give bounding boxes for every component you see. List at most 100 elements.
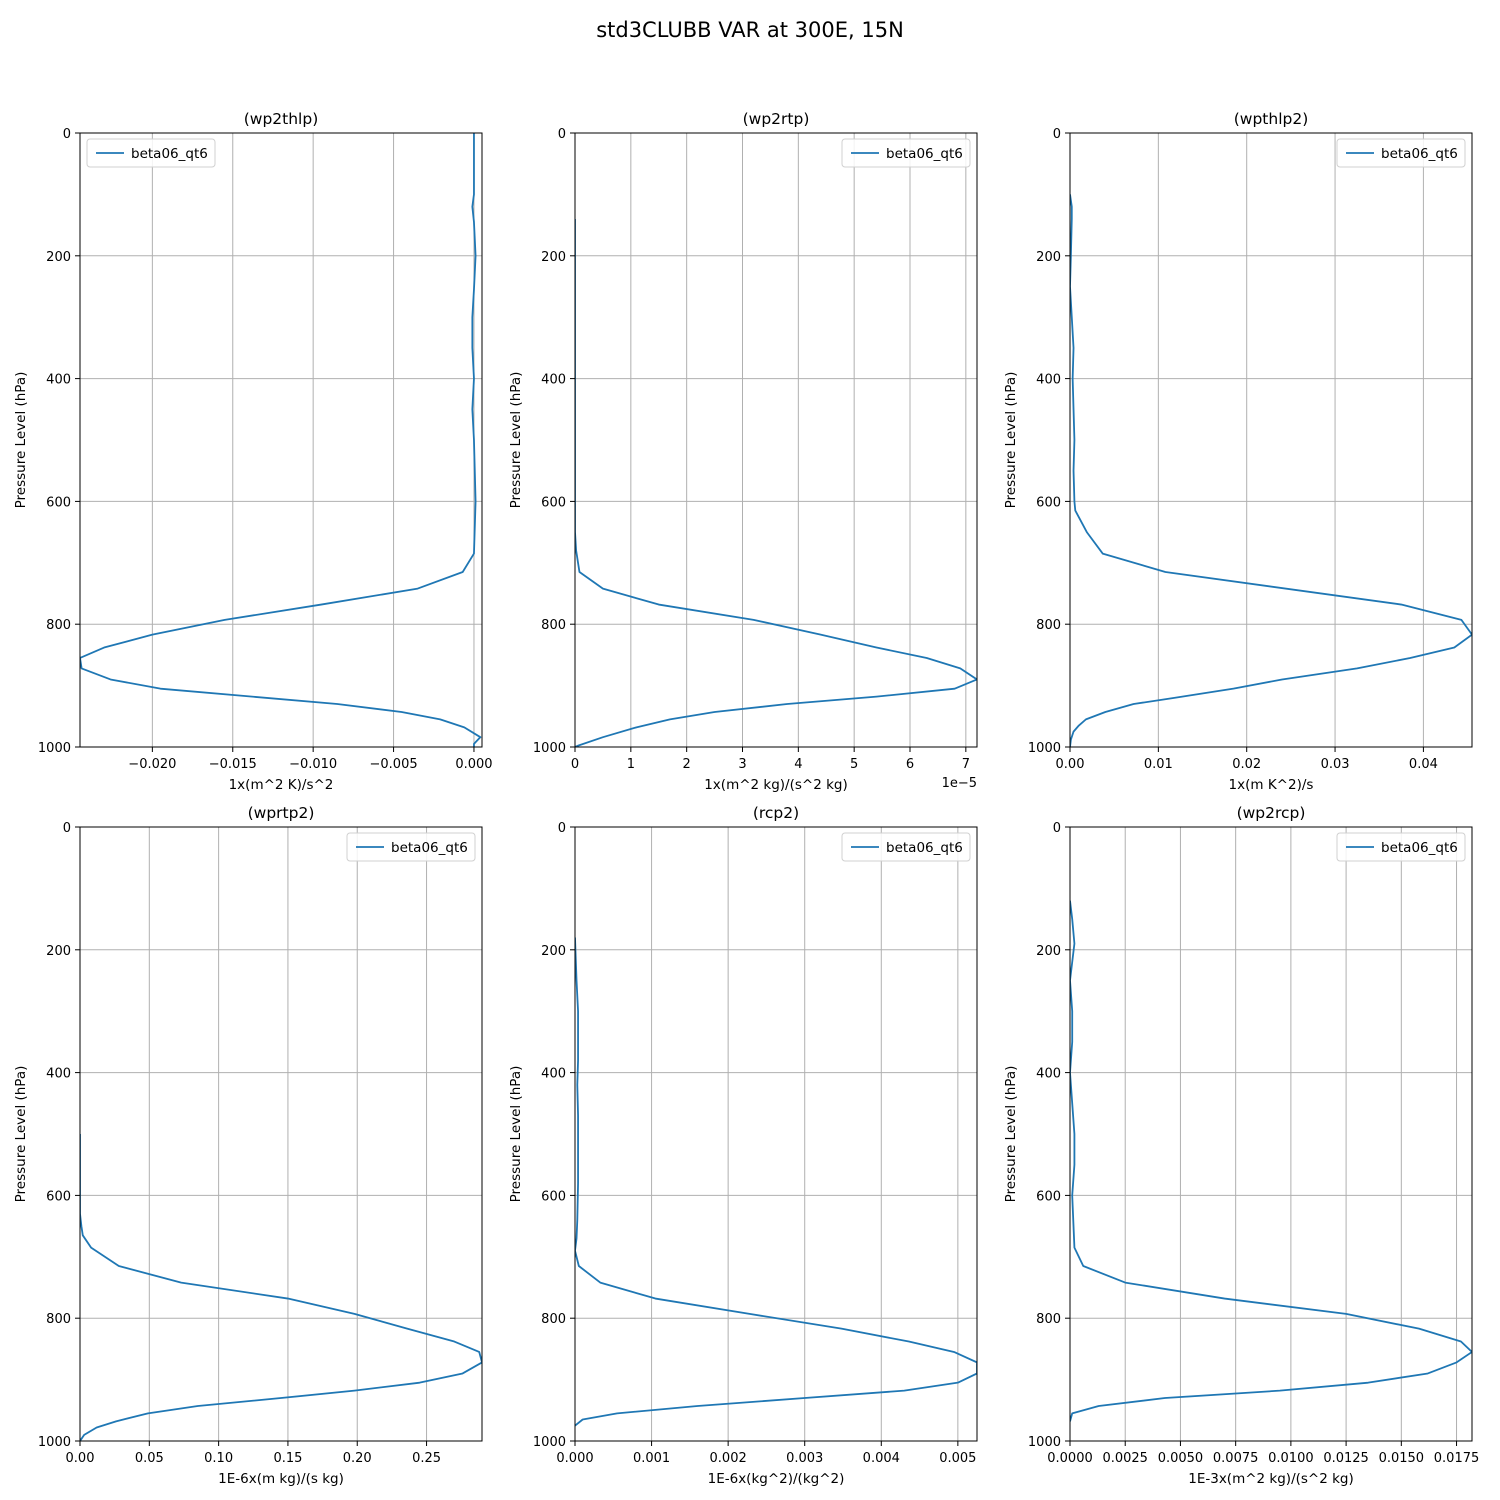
x-tick-label: −0.020 <box>128 757 176 772</box>
panel-title: (wpthlp2) <box>1234 110 1309 128</box>
y-tick-label: 1000 <box>38 741 71 756</box>
y-tick-label: 200 <box>541 944 566 959</box>
x-tick-label: −0.005 <box>370 757 418 772</box>
series-line <box>1070 194 1472 747</box>
x-tick-label: 2 <box>683 757 691 772</box>
plot-frame <box>79 132 483 748</box>
legend: beta06_qt6 <box>1336 832 1466 862</box>
legend-label: beta06_qt6 <box>1381 840 1458 856</box>
panel-title: (wp2thlp) <box>244 110 319 128</box>
legend: beta06_qt6 <box>841 138 971 168</box>
x-tick-label: 6 <box>906 757 914 772</box>
y-tick-label: 600 <box>541 495 566 510</box>
x-tick-label: 0.00 <box>66 1451 95 1466</box>
series-line <box>575 218 977 747</box>
plot-frame <box>79 826 483 1442</box>
x-tick-label: 0.0150 <box>1379 1451 1425 1466</box>
chart-panel-5: 0.0000 0.0025 0.0050 0.0075 0.0100 0.0125 0.01… <box>1003 804 1479 1487</box>
series-line <box>575 937 977 1427</box>
x-tick-label: 0.02 <box>1232 757 1261 772</box>
legend-box <box>841 138 971 168</box>
panel-title: (rcp2) <box>753 804 799 822</box>
series-line <box>80 1134 482 1441</box>
y-axis-label: Pressure Level (hPa) <box>1003 372 1019 509</box>
y-tick-label: 400 <box>46 373 71 388</box>
x-axis-label: 1x(m^2 K)/s^2 <box>229 777 334 793</box>
chart-panel-4: 0.000 0.001 0.002 0.003 0.004 0.005 0 200 400 600… <box>508 804 978 1487</box>
x-tick-label: 7 <box>962 757 970 772</box>
legend-box <box>1336 138 1466 168</box>
y-tick-label: 0 <box>558 127 566 142</box>
x-tick-label: 0.0000 <box>1047 1451 1093 1466</box>
x-tick-label: 0.20 <box>343 1451 372 1466</box>
y-tick-label: 1000 <box>1028 1435 1061 1450</box>
y-axis-label: Pressure Level (hPa) <box>508 372 524 509</box>
x-tick-label: 0.004 <box>863 1451 900 1466</box>
y-tick-label: 800 <box>541 618 566 633</box>
x-axis-label: 1x(m^2 kg)/(s^2 kg) <box>704 777 848 793</box>
chart-panel-0: −0.020 −0.015 −0.010 −0.005 0.000 0 200 400 600 8… <box>13 110 493 793</box>
chart-panel-1: 0 1 2 3 4 5 6 7 0 200 400 600 800 1000 1e−5 (wp2rtp) 1x(… <box>508 110 978 793</box>
x-tick-label: 3 <box>738 757 746 772</box>
chart-panel-3: 0.00 0.05 0.10 0.15 0.20 0.25 0 200 400 600 800 100… <box>13 804 483 1487</box>
x-tick-label: 0.0175 <box>1434 1451 1480 1466</box>
x-tick-label: 0.000 <box>455 757 492 772</box>
x-tick-label: 0.10 <box>204 1451 233 1466</box>
x-axis-label: 1E-6x(m kg)/(s kg) <box>218 1471 344 1487</box>
x-tick-label: −0.015 <box>209 757 257 772</box>
y-tick-label: 0 <box>1053 127 1061 142</box>
plot-frame <box>574 826 978 1442</box>
y-tick-label: 0 <box>63 127 71 142</box>
y-tick-label: 1000 <box>38 1435 71 1450</box>
y-tick-label: 800 <box>1036 1312 1061 1327</box>
y-tick-label: 800 <box>541 1312 566 1327</box>
figure-title: std3CLUBB VAR at 300E, 15N <box>596 18 904 42</box>
plot-frame <box>1069 132 1473 748</box>
panel-title: (wp2rcp) <box>1237 804 1306 822</box>
x-tick-label: 0.0075 <box>1213 1451 1259 1466</box>
x-axis-label: 1E-6x(kg^2)/(kg^2) <box>708 1471 845 1487</box>
series-line <box>1070 900 1472 1422</box>
x-tick-label: 4 <box>794 757 802 772</box>
y-tick-label: 600 <box>541 1189 566 1204</box>
x-tick-label: 0.003 <box>786 1451 823 1466</box>
legend-label: beta06_qt6 <box>886 840 963 856</box>
y-tick-label: 1000 <box>533 1435 566 1450</box>
y-tick-label: 200 <box>46 250 71 265</box>
x-tick-label: 0.001 <box>633 1451 670 1466</box>
y-tick-label: 400 <box>1036 373 1061 388</box>
y-tick-label: 400 <box>541 1067 566 1082</box>
y-tick-label: 600 <box>46 495 71 510</box>
x-tick-label: 0.005 <box>939 1451 976 1466</box>
plot-frame <box>574 132 978 748</box>
legend-box <box>841 832 971 862</box>
x-tick-label: 0.15 <box>273 1451 302 1466</box>
x-tick-label: 0.03 <box>1321 757 1350 772</box>
plot-frame <box>1069 826 1473 1442</box>
y-tick-label: 400 <box>46 1067 71 1082</box>
panel-title: (wprtp2) <box>248 804 315 822</box>
legend: beta06_qt6 <box>86 138 216 168</box>
x-tick-label: 0.04 <box>1409 757 1438 772</box>
panel-title: (wp2rtp) <box>743 110 810 128</box>
x-tick-label: 1 <box>627 757 635 772</box>
legend: beta06_qt6 <box>1336 138 1466 168</box>
x-tick-label: 0.0125 <box>1323 1451 1369 1466</box>
x-tick-label: 0.05 <box>135 1451 164 1466</box>
y-tick-label: 800 <box>46 618 71 633</box>
x-tick-label: 0.000 <box>556 1451 593 1466</box>
x-axis-label: 1E-3x(m^2 kg)/(s^2 kg) <box>1188 1471 1354 1487</box>
y-tick-label: 1000 <box>1028 741 1061 756</box>
y-tick-label: 0 <box>558 821 566 836</box>
y-tick-label: 0 <box>1053 821 1061 836</box>
x-tick-label: 0.0050 <box>1158 1451 1204 1466</box>
legend-box <box>346 832 476 862</box>
y-axis-label: Pressure Level (hPa) <box>1003 1066 1019 1203</box>
y-tick-label: 400 <box>1036 1067 1061 1082</box>
x-tick-label: 0.002 <box>710 1451 747 1466</box>
y-tick-label: 600 <box>46 1189 71 1204</box>
x-tick-label: −0.010 <box>289 757 337 772</box>
legend-box <box>86 138 216 168</box>
legend: beta06_qt6 <box>346 832 476 862</box>
